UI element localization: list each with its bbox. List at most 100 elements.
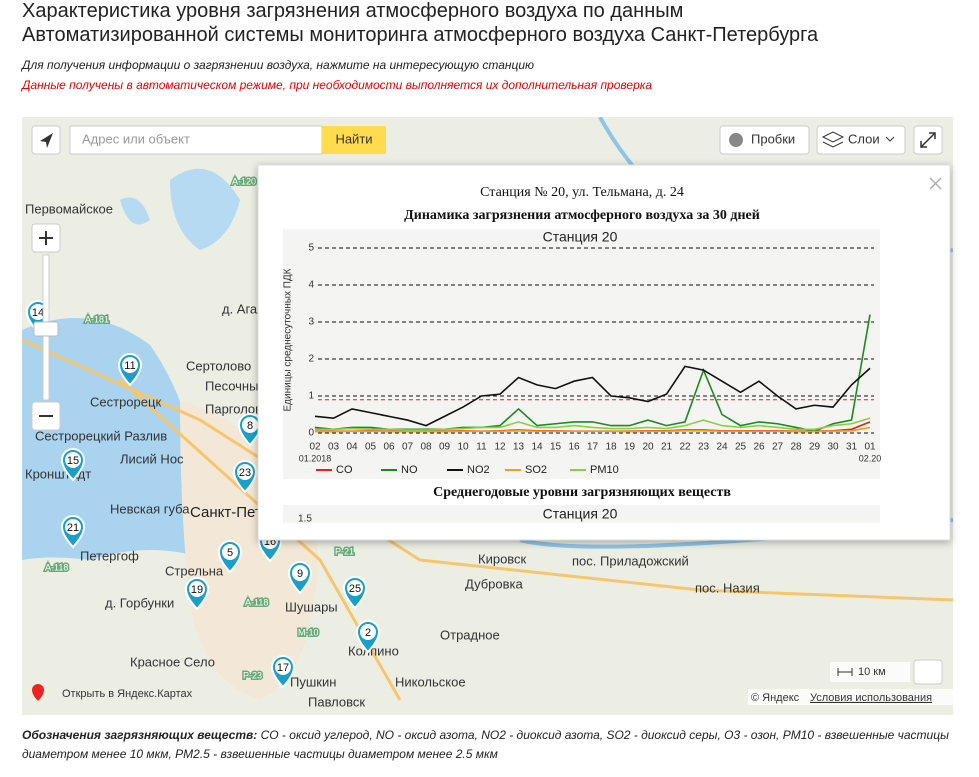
road-label: А-118 (245, 597, 268, 607)
series-line (315, 417, 871, 431)
x-tick-label: 12 (494, 442, 506, 453)
road-label: Р-21 (335, 546, 354, 556)
place-label: Парголово (205, 401, 269, 416)
x-tick-label: 18 (605, 442, 617, 453)
x-tick-label: 05 (365, 442, 377, 453)
popup-close[interactable] (929, 177, 942, 190)
x-tick-label: 23 (698, 442, 710, 453)
ruler-button[interactable] (913, 659, 943, 685)
title: Характеристика уровня загрязнения атмосф… (22, 0, 684, 22)
x-tick-label: 26 (753, 442, 765, 453)
ymaps-pin (32, 684, 44, 701)
x-tick-label: 01 (864, 442, 876, 453)
footer-text: CO - оксид углерод, NO - оксид азота, NO… (22, 728, 949, 761)
place-label: Колпино (348, 643, 399, 658)
legend-label: NO (401, 464, 418, 476)
traffic-label: Пробки (751, 131, 795, 146)
place-label: Шушары (285, 599, 338, 614)
search-button-label: Найти (335, 131, 372, 146)
station-number: 19 (191, 584, 203, 596)
x-tick-label: 30 (827, 442, 839, 453)
scale-bar (837, 668, 853, 676)
scale-bg (830, 662, 910, 682)
x-end-label: 02.20 (859, 453, 882, 463)
place-label: Павловск (308, 694, 365, 709)
station-dot (189, 581, 205, 597)
station-number: 25 (349, 583, 361, 595)
place-label: Кировск (478, 551, 527, 566)
road-label: А-120 (232, 176, 256, 186)
x-tick-label: 22 (679, 442, 691, 453)
search-placeholder: Адрес или объект (82, 131, 190, 146)
x-tick-label: 08 (420, 442, 432, 453)
search-input[interactable] (69, 125, 323, 155)
y-tick-label: 5 (308, 243, 314, 254)
x-tick-label: 07 (402, 442, 414, 453)
x-tick-label: 21 (661, 442, 673, 453)
road-label: А-181 (85, 314, 109, 324)
legend-label: PM10 (590, 464, 619, 476)
x-tick-label: 29 (809, 442, 821, 453)
x-tick-label: 04 (346, 442, 358, 453)
station-number: 9 (297, 568, 303, 580)
place-label: пос. Приладожский (572, 553, 689, 568)
footer-title: Обозначения загрязняющих веществ: (22, 728, 258, 742)
traffic-icon (729, 133, 743, 147)
station-dot (347, 580, 363, 596)
popup-title: Станция № 20, ул. Тельмана, д. 24 (480, 185, 684, 200)
footer: Обозначения загрязняющих веществ: CO - о… (22, 726, 957, 764)
x-tick-label: 31 (846, 442, 858, 453)
road-label: М-10 (298, 627, 319, 637)
lake (120, 168, 240, 250)
legend-label: SO2 (525, 464, 547, 476)
x-tick-label: 14 (531, 442, 543, 453)
place-label: Первомайское (25, 201, 113, 216)
place-label: Стрельна (165, 563, 224, 578)
station-number: 5 (227, 547, 233, 559)
x-tick-label: 28 (790, 442, 802, 453)
station-number: 15 (67, 455, 79, 467)
place-label: Красное Село (130, 654, 215, 669)
station-dot (292, 565, 308, 581)
popup-subtitle: Динамика загрязнения атмосферного воздух… (404, 208, 760, 223)
station-number: 11 (124, 360, 135, 372)
fullscreen-icon (920, 132, 936, 148)
station-number: 21 (67, 522, 79, 534)
y-tick-label: 2 (308, 354, 314, 365)
legend-label: CO (336, 464, 353, 476)
place-label: д. Горбунки (105, 595, 174, 610)
y-tick-label: 3 (308, 317, 314, 328)
station-dot (237, 464, 253, 480)
title: Автоматизированной системы мониторинга а… (22, 24, 819, 46)
station-number: 14 (32, 307, 44, 319)
plus (39, 231, 53, 245)
copyright-bg (748, 689, 953, 705)
chart-title: Станция 20 (543, 229, 618, 245)
layers-label: Слои (848, 131, 880, 146)
open-link[interactable]: Открыть в Яндекс.Картах (62, 688, 193, 700)
traffic-button[interactable] (719, 125, 810, 155)
terms-link[interactable]: Условия использования (810, 692, 932, 704)
warning: Данные получены в автоматическом режиме,… (22, 78, 653, 92)
series-line (315, 426, 871, 433)
zoom-handle[interactable] (33, 321, 59, 337)
search-button[interactable] (322, 126, 386, 154)
place-label: Сертолово (186, 358, 251, 373)
station-dot (65, 452, 81, 468)
x-tick-label: 25 (735, 442, 747, 453)
y-label: Единицы среднесуточных ПДК (283, 268, 294, 411)
y-tick-label: 1 (308, 391, 314, 402)
x-tick-label: 11 (476, 442, 487, 453)
place-label: Лисий Нос (120, 451, 184, 466)
station-number: 23 (239, 467, 251, 479)
place-label: Сестрорецк (90, 394, 161, 409)
hint: Для получения информации о загрязнении в… (22, 58, 535, 72)
station-dot (222, 544, 238, 560)
place-label: Песочный (205, 378, 266, 393)
layers-button[interactable] (816, 125, 906, 155)
place-label: Сестрорецкий Разлив (35, 428, 167, 443)
road-label: Р-23 (243, 670, 262, 680)
station-dot (122, 357, 138, 373)
